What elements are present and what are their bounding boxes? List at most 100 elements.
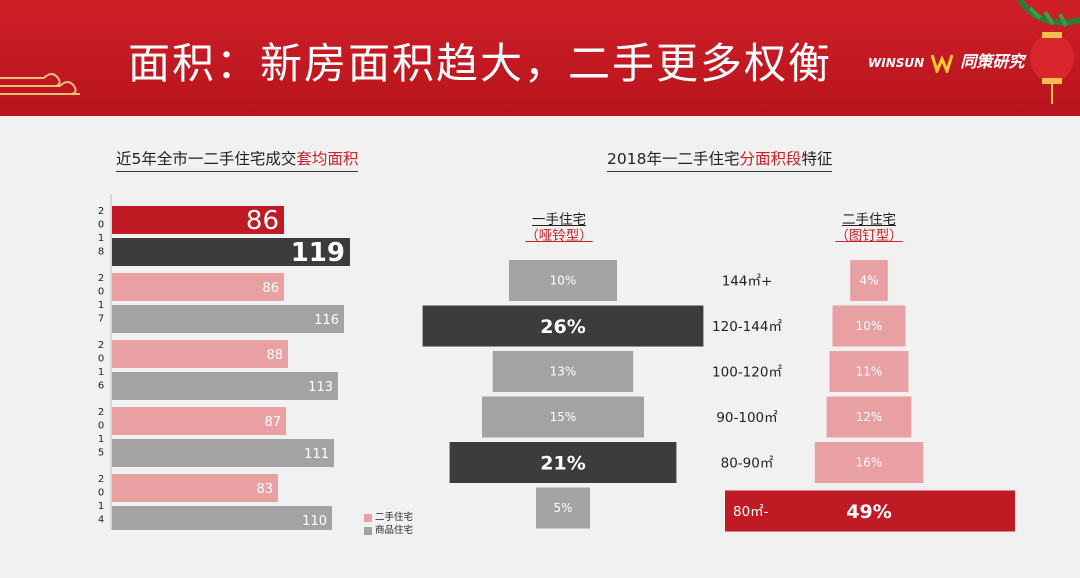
page-title: 面积：新房面积趋大，二手更多权衡 bbox=[128, 39, 833, 88]
year-digit: 0 bbox=[98, 220, 104, 231]
legend: 二手住宅 商品住宅 bbox=[364, 511, 413, 537]
year-digit: 1 bbox=[98, 501, 104, 512]
year-digit: 1 bbox=[98, 233, 104, 244]
segment-value-label: 10% bbox=[550, 274, 577, 288]
year-digit: 7 bbox=[98, 314, 104, 325]
legend-label: 二手住宅 bbox=[375, 512, 414, 523]
col2-header: 二手住宅 （图钉型） bbox=[824, 212, 914, 244]
col2-subtitle: （图钉型） bbox=[835, 228, 903, 244]
year-digit: 4 bbox=[98, 515, 104, 526]
bar-value-label: 110 bbox=[302, 514, 327, 529]
year-digit: 1 bbox=[98, 367, 104, 378]
right-chart-title-highlight: 分面积段 bbox=[739, 150, 802, 168]
year-digit: 2 bbox=[98, 206, 104, 217]
segment-value-label: 13% bbox=[550, 365, 577, 379]
bar-second-hand bbox=[112, 407, 286, 435]
year-digit: 0 bbox=[98, 287, 104, 298]
bar-second-hand bbox=[112, 206, 284, 234]
col1-subtitle: （哑铃型） bbox=[525, 228, 593, 244]
year-digit: 0 bbox=[98, 354, 104, 365]
segment-bar-resale bbox=[826, 396, 912, 438]
segment-category-label: 90-100㎡ bbox=[716, 410, 778, 426]
col2-title: 二手住宅 bbox=[842, 212, 896, 228]
bar-commercial bbox=[112, 506, 332, 530]
segment-value-label: 10% bbox=[856, 319, 883, 333]
segment-category-label: 144㎡+ bbox=[722, 274, 773, 290]
left-chart-title-text: 近5年全市一二手住宅成交 bbox=[116, 150, 297, 168]
segment-bar-new bbox=[509, 260, 617, 301]
segment-value-label: 5% bbox=[553, 501, 572, 515]
logo-mark-icon bbox=[931, 54, 954, 73]
bar-value-label: 86 bbox=[246, 206, 279, 236]
segment-bar-new bbox=[492, 351, 634, 392]
logo: WINSUN 同策研究 bbox=[868, 48, 1024, 74]
segment-value-label: 15% bbox=[550, 410, 577, 424]
segment-bar-new bbox=[482, 396, 644, 438]
segment-bar-resale bbox=[814, 442, 924, 483]
bar-commercial bbox=[112, 372, 338, 400]
segment-bar-resale bbox=[829, 351, 909, 392]
year-digit: 2 bbox=[98, 340, 104, 351]
left-chart-title: 近5年全市一二手住宅成交套均面积 bbox=[116, 147, 359, 172]
left-chart-title-highlight: 套均面积 bbox=[296, 150, 359, 168]
cloud-ornament-icon bbox=[0, 73, 80, 95]
year-digit: 1 bbox=[98, 434, 104, 445]
legend-item-commercial: 商品住宅 bbox=[364, 524, 413, 537]
segment-category-label: 80-90㎡ bbox=[721, 456, 774, 472]
bar-value-label: 113 bbox=[308, 380, 333, 395]
col1-header: 一手住宅 （哑铃型） bbox=[514, 212, 604, 244]
segment-value-label: 12% bbox=[856, 410, 883, 424]
segment-bar-resale bbox=[832, 305, 906, 347]
bar-value-label: 88 bbox=[266, 348, 283, 363]
segment-value-label: 21% bbox=[540, 453, 585, 475]
header-bar: 面积：新房面积趋大，二手更多权衡 WINSUN 同策研究 bbox=[0, 0, 1080, 116]
year-digit: 8 bbox=[98, 247, 104, 258]
bar-second-hand bbox=[112, 273, 284, 301]
segment-bar-new bbox=[449, 442, 677, 483]
segment-bar-resale bbox=[850, 260, 888, 301]
bar-value-label: 116 bbox=[314, 313, 339, 328]
legend-swatch bbox=[364, 513, 372, 522]
col1-title: 一手住宅 bbox=[532, 212, 586, 228]
bar-commercial bbox=[112, 238, 350, 266]
bar-commercial bbox=[112, 439, 334, 467]
year-digit: 0 bbox=[98, 488, 104, 499]
bar-value-label: 111 bbox=[304, 447, 329, 462]
year-digit: 6 bbox=[98, 381, 104, 392]
bar-value-label: 87 bbox=[264, 415, 281, 430]
logo-text-cn: 同策研究 bbox=[960, 52, 1025, 71]
segment-value-label: 16% bbox=[856, 456, 883, 470]
segment-bar-resale bbox=[725, 490, 1015, 532]
area-segment-chart: 10% 4% 144㎡+ 26% 10% 120-144㎡ 13% 11% 100-120㎡ 15… bbox=[422, 260, 1015, 532]
segment-category-label: 100-120㎡ bbox=[712, 365, 782, 381]
year-digit: 0 bbox=[98, 421, 104, 432]
bar-second-hand bbox=[112, 474, 278, 502]
segment-value-label: 4% bbox=[859, 274, 878, 288]
logo-text-en: WINSUN bbox=[868, 56, 925, 70]
segment-value-label: 49% bbox=[846, 501, 891, 523]
segment-bar-new bbox=[536, 487, 590, 529]
right-chart-title-suffix: 特征 bbox=[801, 150, 833, 168]
segment-value-label: 11% bbox=[856, 365, 883, 379]
bar-value-label: 86 bbox=[262, 281, 279, 296]
segment-value-label: 26% bbox=[540, 316, 585, 338]
legend-swatch bbox=[364, 526, 372, 535]
year-digit: 2 bbox=[98, 273, 104, 284]
segment-bar-new bbox=[422, 305, 704, 347]
bar-value-label: 119 bbox=[291, 238, 345, 268]
legend-item-second-hand: 二手住宅 bbox=[364, 511, 413, 524]
segment-category-label: 120-144㎡ bbox=[712, 319, 782, 335]
segment-category-label: 80㎡- bbox=[733, 504, 769, 520]
right-chart-title-text: 2018年一二手住宅 bbox=[607, 150, 740, 168]
year-digit: 1 bbox=[98, 300, 104, 311]
year-digit: 5 bbox=[98, 448, 104, 459]
legend-label: 商品住宅 bbox=[375, 525, 414, 536]
right-chart-title: 2018年一二手住宅分面积段特征 bbox=[607, 147, 833, 172]
year-digit: 2 bbox=[98, 474, 104, 485]
bar-second-hand bbox=[112, 340, 288, 368]
